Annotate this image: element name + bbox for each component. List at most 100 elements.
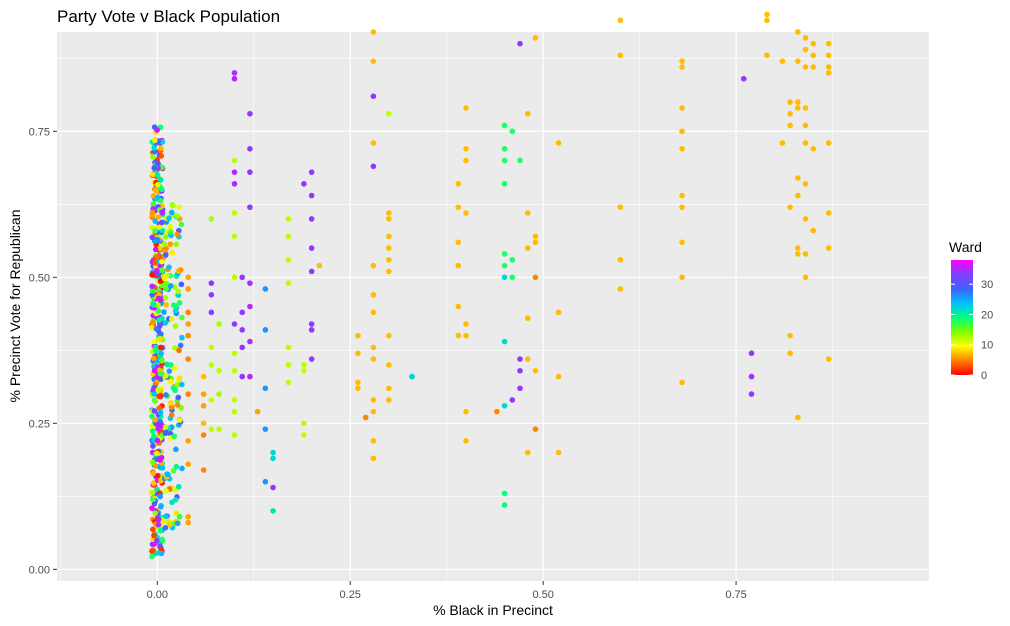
data-point — [216, 367, 222, 374]
legend-tick-label: 10 — [981, 340, 993, 352]
data-point — [149, 154, 156, 160]
data-point — [455, 204, 462, 211]
data-point — [802, 216, 809, 222]
data-point — [168, 412, 175, 418]
data-point — [168, 362, 174, 368]
data-point — [216, 391, 222, 397]
data-point — [162, 252, 169, 258]
data-point — [810, 52, 817, 59]
data-point — [200, 373, 207, 380]
data-point — [825, 356, 832, 362]
data-point — [200, 432, 207, 438]
data-point — [156, 317, 162, 323]
data-point — [679, 274, 685, 281]
y-tick-label: 0.25 — [29, 418, 50, 430]
data-point — [285, 280, 292, 286]
data-point — [149, 283, 155, 290]
data-point — [386, 110, 392, 117]
y-tick-label: 0.50 — [29, 272, 50, 284]
data-point — [231, 432, 238, 438]
y-axis-title: % Precinct Vote for Republican — [7, 210, 23, 403]
data-point — [162, 320, 169, 326]
data-point — [463, 157, 469, 164]
data-point — [517, 356, 523, 362]
data-point — [679, 146, 685, 152]
data-point — [159, 465, 166, 471]
data-point — [386, 245, 392, 251]
x-tick-label: 0.75 — [725, 589, 746, 601]
data-point — [679, 105, 685, 111]
data-point — [810, 40, 817, 47]
data-point — [239, 373, 246, 380]
data-point — [308, 169, 315, 175]
data-point — [262, 426, 269, 432]
data-point — [679, 239, 685, 246]
data-point — [157, 278, 164, 284]
data-point — [455, 181, 462, 187]
data-point — [239, 344, 246, 351]
data-point — [150, 443, 156, 449]
data-point — [802, 46, 809, 53]
data-point — [179, 465, 185, 472]
data-point — [748, 373, 755, 380]
data-point — [157, 527, 164, 534]
data-point — [795, 29, 801, 35]
data-point — [779, 140, 786, 146]
data-point — [170, 385, 177, 391]
data-point — [155, 295, 162, 302]
data-point — [386, 397, 392, 403]
data-point — [157, 493, 164, 500]
data-point — [247, 280, 253, 286]
data-point — [386, 362, 392, 368]
data-point — [176, 513, 183, 520]
data-point — [301, 367, 307, 374]
data-point — [157, 409, 164, 416]
data-point — [179, 334, 185, 341]
data-point — [155, 308, 162, 314]
data-point — [802, 140, 809, 146]
data-point — [825, 140, 832, 146]
data-point — [231, 321, 238, 327]
data-point — [285, 362, 292, 368]
data-point — [216, 321, 222, 327]
data-point — [160, 518, 167, 525]
data-point — [175, 483, 182, 490]
data-point — [501, 402, 508, 409]
data-point — [185, 274, 191, 281]
data-point — [157, 336, 163, 342]
data-point — [825, 70, 832, 76]
data-point — [386, 216, 392, 222]
data-point — [149, 428, 156, 434]
data-point — [152, 260, 158, 266]
data-point — [679, 58, 685, 65]
data-point — [517, 40, 523, 47]
data-point — [166, 264, 172, 270]
data-point — [155, 521, 162, 528]
data-point — [171, 365, 178, 371]
data-point — [163, 488, 169, 494]
data-point — [216, 426, 222, 432]
data-point — [153, 267, 160, 274]
data-point — [149, 489, 156, 496]
data-point — [524, 449, 531, 456]
data-point — [153, 348, 159, 354]
data-point — [149, 459, 156, 466]
data-point — [176, 204, 182, 210]
data-point — [166, 368, 173, 374]
data-point — [285, 256, 292, 263]
data-point — [617, 256, 624, 263]
data-point — [151, 145, 157, 151]
data-point — [370, 455, 377, 462]
data-point — [532, 239, 539, 246]
data-point — [171, 433, 178, 440]
data-point — [172, 307, 179, 314]
data-point — [157, 145, 164, 152]
data-point — [162, 424, 169, 430]
data-point — [308, 356, 315, 362]
data-point — [165, 471, 171, 478]
data-points — [149, 11, 832, 560]
data-point — [285, 216, 292, 222]
data-point — [154, 537, 160, 544]
data-point — [150, 526, 156, 533]
data-point — [787, 204, 793, 211]
